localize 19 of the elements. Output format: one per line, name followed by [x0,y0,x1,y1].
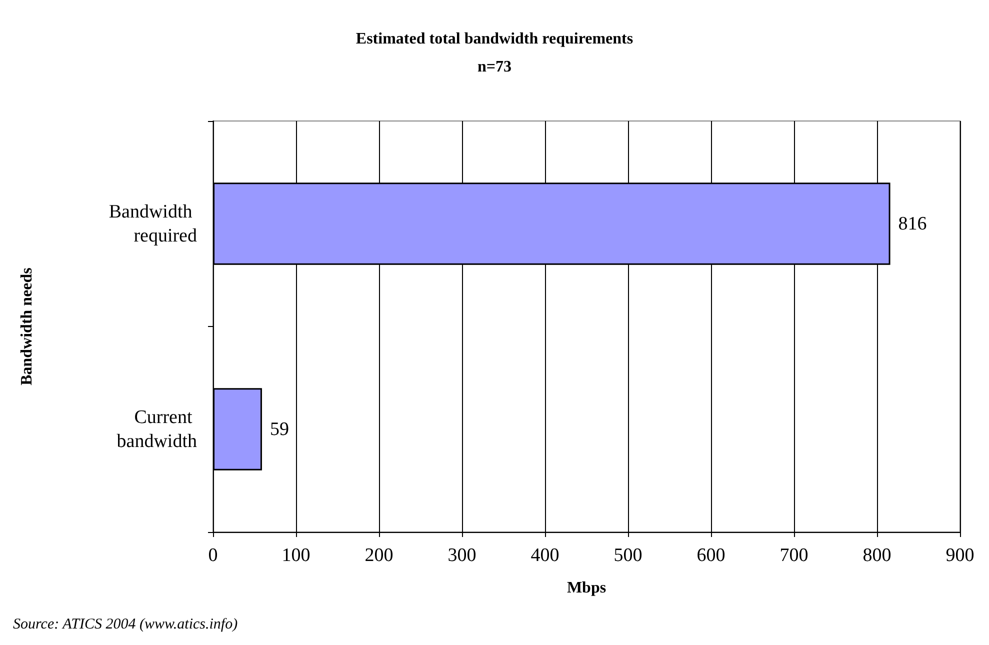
source-note: Source: ATICS 2004 (www.atics.info) [13,616,238,632]
x-tick-label: 500 [614,545,642,566]
x-tick-label: 400 [530,545,560,566]
x-axis-title: Mbps [566,580,606,596]
data-label: 816 [898,213,927,234]
y-tick-label: Current bandwidth [116,406,198,452]
x-tick-label: 800 [862,545,892,566]
x-tick-label: 100 [282,545,310,566]
x-tick-label: 0 [208,545,218,566]
data-label: 59 [270,418,289,440]
chart-subtitle: n=73 [477,58,512,76]
x-tick-label: 600 [696,545,726,566]
chart-title: Estimated total bandwidth requirements [356,30,634,48]
y-tick-label: Bandwidth required [108,201,198,246]
x-tick-label: 900 [946,545,974,566]
x-tick-label: 700 [780,545,808,566]
x-tick-label: 200 [364,545,394,566]
y-axis-title: Bandwidth needs [18,268,36,386]
x-tick-label: 300 [448,545,476,566]
